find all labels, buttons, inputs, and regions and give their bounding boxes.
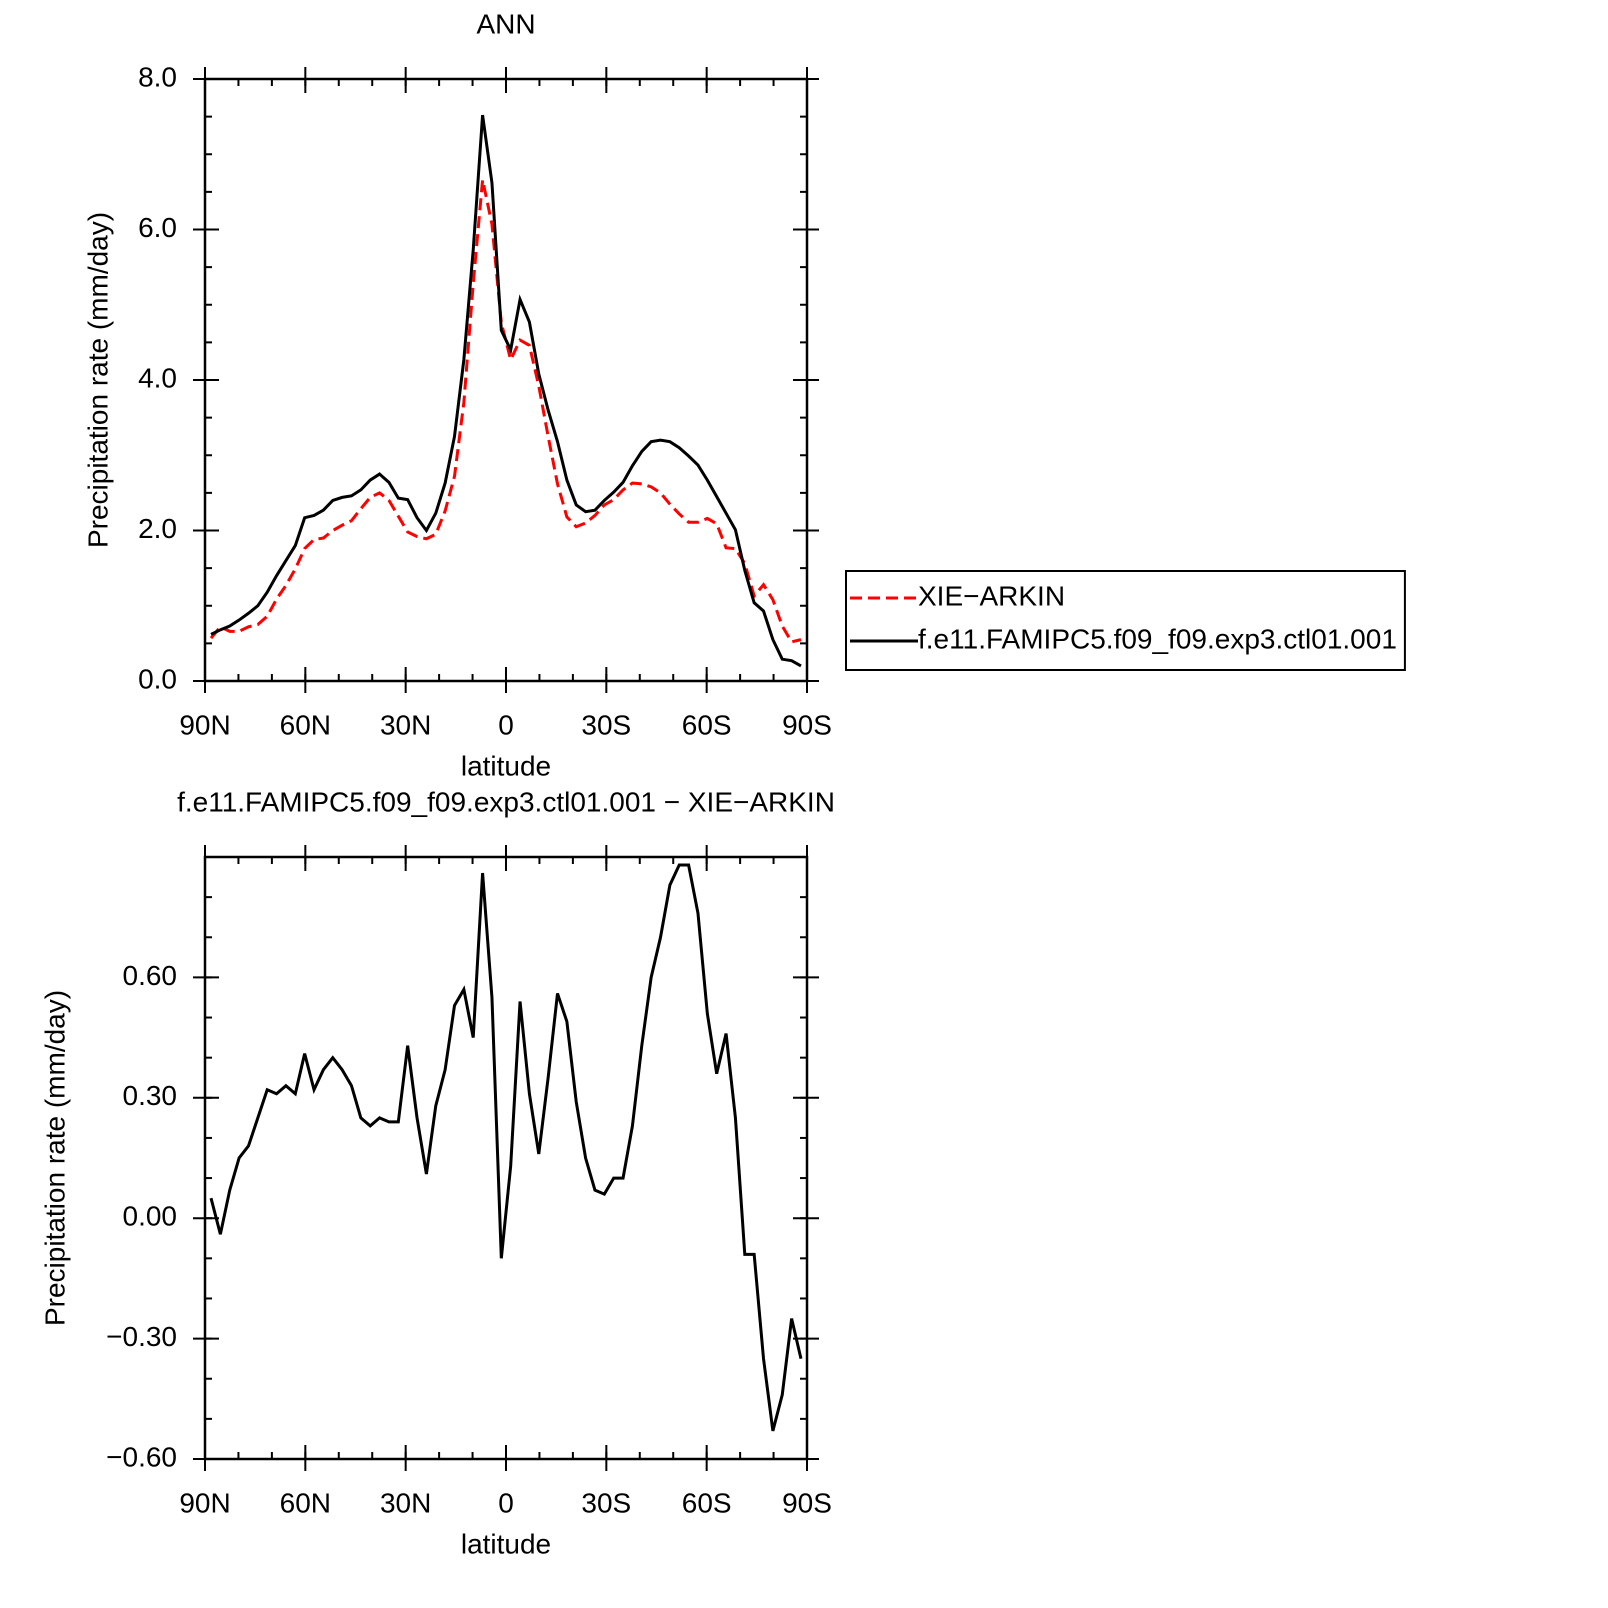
x-tick-label: 90N [179,1487,230,1518]
x-tick-label: 60N [280,709,331,740]
x-tick-label: 90S [782,709,832,740]
panel: ANN 0.0 2.0 4.0 6.0 8.0 90N 60N 30N 0 30S 60S 90S lat… [82,8,1406,781]
y-tick-label: 8.0 [138,61,177,92]
x-tick-label: 0 [498,709,514,740]
legend-label: XIE−ARKIN [918,580,1065,611]
x-axis-label: latitude [461,1528,551,1559]
y-tick-label: −0.60 [106,1441,177,1472]
x-tick-label: 30S [581,1487,631,1518]
y-axis-label: Precipitation rate (mm/day) [82,212,113,548]
y-tick-label: 6.0 [138,212,177,243]
panel: f.e11.FAMIPC5.f09_f09.exp3.ctl01.001 − X… [39,786,835,1559]
y-tick-label: 2.0 [138,513,177,544]
legend: XIE−ARKIN f.e11.FAMIPC5.f09_f09.exp3.ctl0… [845,570,1406,671]
y-tick-label: 0.30 [123,1080,178,1111]
data-line [209,179,802,644]
x-tick-label: 30N [380,709,431,740]
legend-box [845,570,1406,671]
x-tick-label: 60S [682,709,732,740]
x-tick-label: 60N [280,1487,331,1518]
x-axis-label: latitude [461,750,551,781]
legend-label: f.e11.FAMIPC5.f09_f09.exp3.ctl01.001 [918,623,1397,654]
y-tick-label: 4.0 [138,362,177,393]
y-tick-label: 0.00 [123,1201,178,1232]
plot-frame [203,77,809,683]
y-axis-label: Precipitation rate (mm/day) [39,990,70,1326]
x-tick-label: 90N [179,709,230,740]
x-tick-label: 90S [782,1487,832,1518]
data-line [209,863,803,1432]
x-tick-label: 30N [380,1487,431,1518]
chart-title: f.e11.FAMIPC5.f09_f09.exp3.ctl01.001 − X… [177,786,835,817]
plot-frame [203,855,809,1461]
data-line [210,114,802,668]
y-tick-label: −0.30 [106,1321,177,1352]
y-tick-label: 0.0 [138,663,177,694]
x-tick-label: 0 [498,1487,514,1518]
x-tick-label: 60S [682,1487,732,1518]
chart-title: ANN [476,8,535,39]
y-tick-label: 0.60 [123,960,178,991]
x-tick-label: 30S [581,709,631,740]
